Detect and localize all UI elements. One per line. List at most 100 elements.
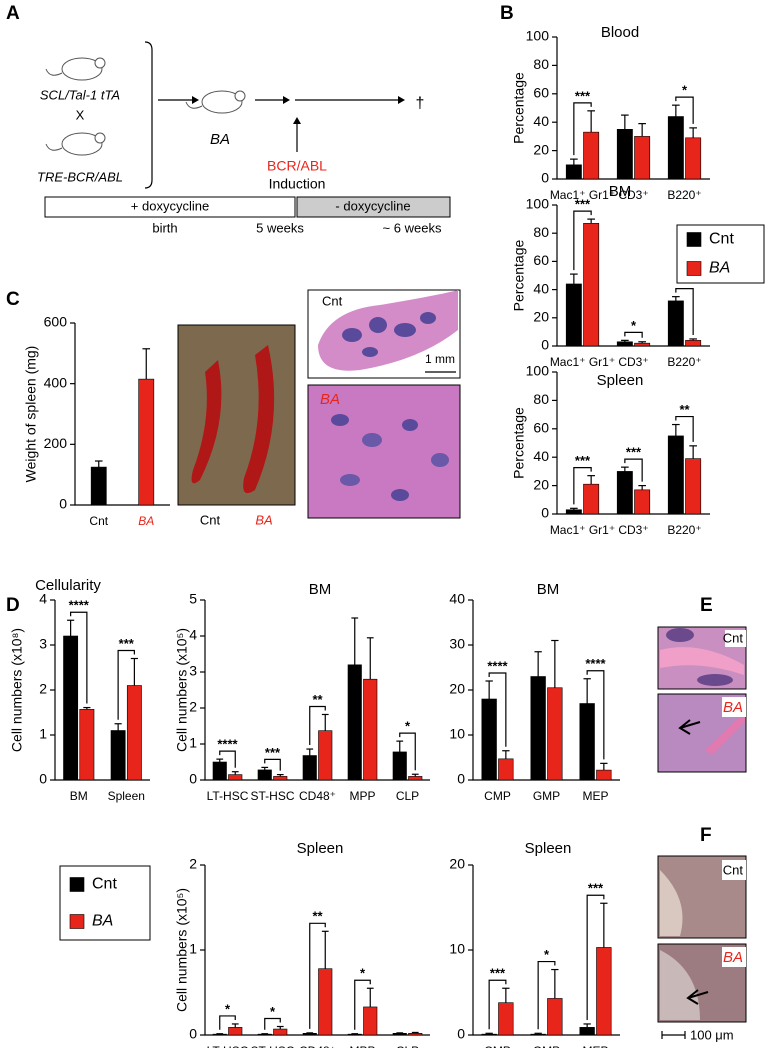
bar	[667, 300, 684, 347]
significance-bracket	[117, 649, 135, 720]
bar	[392, 751, 407, 781]
bar	[481, 1033, 497, 1036]
bar	[363, 1006, 378, 1036]
y-tick-label: 400	[44, 374, 68, 390]
x-tick-label: CD3⁺	[618, 355, 648, 369]
y-tick-label: 20	[533, 476, 549, 492]
x-tick-label: CLP	[396, 1044, 419, 1048]
x-tick-label: Mac1⁺ Gr1⁺	[550, 188, 615, 202]
bar	[685, 458, 702, 515]
significance-bracket	[264, 1017, 281, 1030]
bar	[228, 1027, 243, 1036]
bar	[363, 678, 378, 781]
time-label: ~ 6 weeks	[383, 220, 442, 235]
significance-bracket	[573, 210, 592, 271]
bar	[685, 340, 702, 347]
panel-letter: C	[6, 289, 20, 310]
legend-label: Cnt	[709, 231, 734, 248]
x-tick-label: ST-HSC	[250, 789, 294, 803]
significance-label: ***	[265, 745, 281, 760]
significance-bracket	[219, 750, 236, 768]
y-tick-label: 60	[533, 85, 549, 101]
bracket	[144, 41, 153, 189]
y-tick-label: 3	[39, 636, 47, 652]
significance-bracket	[309, 705, 326, 746]
y-axis-label: Percentage	[511, 239, 527, 311]
x-tick-label: Mac1⁺ Gr1⁺	[550, 355, 615, 369]
x-tick-label: Mac1⁺ Gr1⁺	[550, 523, 615, 537]
x-tick-label: BA	[138, 514, 154, 528]
bar	[530, 1033, 546, 1036]
image-label: BA	[723, 949, 743, 966]
significance-label: ****	[69, 598, 90, 613]
x-tick-label: MPP	[349, 1044, 375, 1048]
significance-bracket	[70, 611, 88, 704]
panel-letter: A	[6, 3, 20, 24]
scale-label: 100 μm	[690, 1027, 734, 1042]
bar	[318, 968, 333, 1036]
bar	[110, 730, 126, 781]
bar	[547, 687, 563, 781]
significance-label: ***	[575, 197, 591, 212]
bar	[408, 1033, 423, 1036]
chart-title: Spleen	[597, 372, 644, 389]
significance-label: **	[312, 909, 323, 924]
y-tick-label: 0	[457, 771, 465, 787]
y-tick-label: 5	[189, 591, 197, 607]
y-tick-label: 0	[189, 1026, 197, 1042]
bar	[616, 129, 633, 180]
x-tick-label: GMP	[533, 789, 560, 803]
mouse-icon	[45, 132, 106, 156]
bar	[126, 685, 142, 781]
x-tick-label: GMP	[533, 1044, 560, 1048]
offspring-label: BA	[210, 131, 230, 148]
y-tick-label: 30	[449, 636, 465, 652]
y-tick-label: 4	[189, 627, 197, 643]
image-label: BA	[723, 699, 743, 716]
y-tick-label: 1	[189, 735, 197, 751]
bar	[530, 676, 546, 781]
time-label: birth	[152, 220, 177, 235]
bar	[498, 758, 514, 781]
image-label: Cnt	[322, 293, 343, 308]
significance-label: ****	[487, 658, 508, 673]
bar	[481, 698, 497, 781]
bar	[596, 947, 612, 1036]
y-tick-label: 20	[449, 856, 465, 872]
bar	[634, 136, 651, 180]
y-tick-label: 80	[533, 56, 549, 72]
significance-bracket	[354, 979, 371, 1030]
significance-bracket	[573, 102, 592, 156]
x-tick-label: CMP	[484, 789, 511, 803]
chart-title: Spleen	[525, 840, 572, 857]
off-dox-box	[296, 196, 451, 218]
y-tick-label: 100	[526, 363, 550, 379]
legend-swatch	[69, 914, 85, 929]
bar	[667, 116, 684, 180]
significance-bracket	[573, 467, 592, 505]
x-tick-label: CMP	[484, 1044, 511, 1048]
bar	[273, 1028, 288, 1036]
image-label: Cnt	[723, 862, 744, 877]
x-tick-label: LT-HSC	[207, 789, 249, 803]
bar	[347, 664, 362, 781]
bar	[685, 137, 702, 180]
y-tick-label: 2	[189, 856, 197, 872]
y-tick-label: 600	[44, 314, 68, 330]
panel-e-images: Cnt BA	[657, 626, 747, 773]
bar	[579, 1027, 595, 1036]
y-tick-label: 100	[526, 196, 550, 212]
x-tick-label: Spleen	[108, 789, 145, 803]
panel-letter: F	[700, 825, 712, 846]
y-tick-label: 20	[449, 681, 465, 697]
y-tick-label: 0	[59, 496, 67, 512]
significance-label: *	[544, 947, 550, 962]
bar	[257, 769, 272, 781]
y-tick-label: 0	[541, 170, 549, 186]
significance-bracket	[586, 894, 605, 1020]
bar	[302, 755, 317, 781]
x-tick-label: BM	[70, 789, 88, 803]
cross-label: X	[76, 107, 85, 122]
parent-label: SCL/Tal-1 tTA	[40, 87, 120, 102]
bar	[392, 1033, 407, 1036]
